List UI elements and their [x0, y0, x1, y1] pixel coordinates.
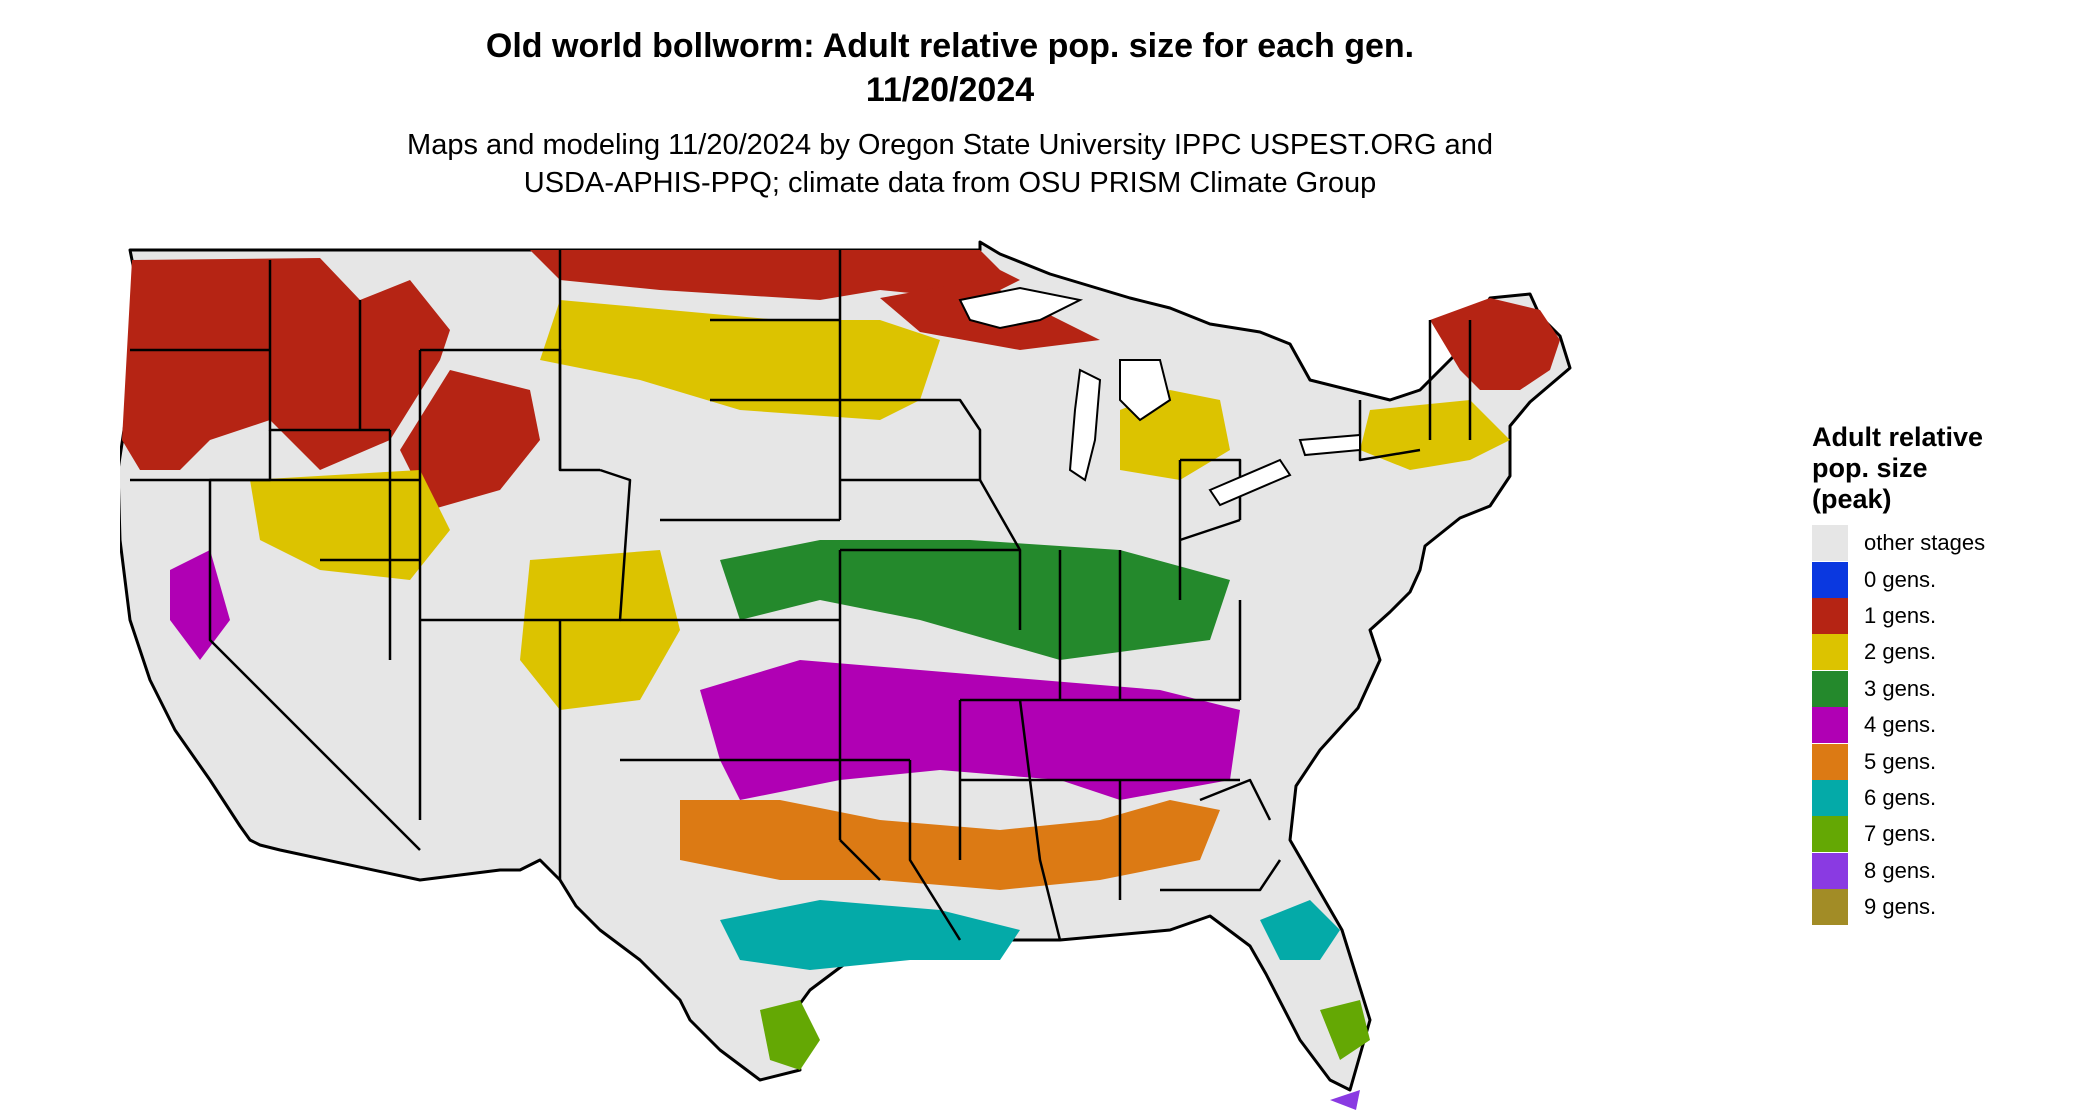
region-3-gen-central	[720, 540, 1230, 660]
legend-item-4-gens: 4 gens.	[1812, 707, 2092, 744]
region-1-gen-wyoming	[400, 370, 540, 510]
legend-item-5-gens: 5 gens.	[1812, 743, 2092, 780]
legend-swatch	[1812, 707, 1848, 744]
legend-item-1-gens: 1 gens.	[1812, 597, 2092, 634]
region-2-gen-great-basin	[250, 470, 450, 580]
region-7-gen-south-florida	[1320, 1000, 1370, 1060]
legend-swatch	[1812, 670, 1848, 707]
region-1-gen-northwest	[122, 258, 450, 470]
legend: Adult relative pop. size (peak) other st…	[1812, 422, 2092, 926]
legend-title-line-2: pop. size	[1812, 453, 1928, 483]
legend-swatch	[1812, 561, 1848, 598]
legend-item-7-gens: 7 gens.	[1812, 816, 2092, 853]
lake-ontario	[1298, 433, 1361, 457]
region-5-gen-south	[680, 800, 1220, 890]
region-6-gen-north-florida	[1260, 900, 1340, 960]
legend-title: Adult relative pop. size (peak)	[1812, 422, 2092, 515]
legend-swatch	[1812, 779, 1848, 816]
region-1-gen-northern-plains	[530, 250, 1020, 300]
map-date: 11/20/2024	[865, 71, 1035, 109]
lake-erie	[1208, 458, 1292, 507]
legend-item-other-stages: other stages	[1812, 525, 2092, 562]
legend-swatch	[1812, 525, 1848, 562]
region-7-gen-south-texas	[760, 1000, 820, 1070]
legend-title-line-1: Adult relative	[1812, 422, 1984, 452]
legend-title-line-3: (peak)	[1812, 484, 1892, 514]
us-generations-map	[120, 240, 1572, 1110]
map-title: Old world bollworm: Adult relative pop. …	[485, 27, 1415, 65]
legend-label: 6 gens.	[1864, 784, 1937, 810]
legend-item-2-gens: 2 gens.	[1812, 634, 2092, 671]
great-lakes	[958, 286, 1361, 507]
map-credit-line-2: USDA-APHIS-PPQ; climate data from OSU PR…	[523, 167, 1377, 199]
legend-label: 7 gens.	[1864, 821, 1937, 847]
lake-huron	[1119, 359, 1172, 422]
lake-michigan	[1068, 368, 1102, 482]
region-8-gen-florida-keys	[1330, 1090, 1360, 1110]
legend-item-8-gens: 8 gens.	[1812, 852, 2092, 889]
region-4-gen-california	[170, 550, 230, 660]
legend-label: 1 gens.	[1864, 602, 1937, 628]
legend-label: 2 gens.	[1864, 639, 1937, 665]
region-4-gen-southern	[700, 660, 1240, 800]
map-credit-line-1: Maps and modeling 11/20/2024 by Oregon S…	[407, 129, 1493, 161]
legend-swatch	[1812, 634, 1848, 671]
legend-item-9-gens: 9 gens.	[1812, 889, 2092, 926]
legend-swatch	[1812, 597, 1848, 634]
legend-item-0-gens: 0 gens.	[1812, 561, 2092, 598]
legend-label: 0 gens.	[1864, 566, 1937, 592]
legend-swatch	[1812, 743, 1848, 780]
region-1-gen-new-england	[1430, 298, 1560, 390]
legend-label: other stages	[1864, 530, 1986, 556]
legend-swatch	[1812, 816, 1848, 853]
legend-swatch	[1812, 852, 1848, 889]
legend-label: 8 gens.	[1864, 857, 1937, 883]
legend-label: 5 gens.	[1864, 748, 1937, 774]
legend-label: 4 gens.	[1864, 712, 1937, 738]
legend-item-6-gens: 6 gens.	[1812, 779, 2092, 816]
legend-item-3-gens: 3 gens.	[1812, 670, 2092, 707]
legend-label: 3 gens.	[1864, 675, 1937, 701]
legend-label: 9 gens.	[1864, 894, 1937, 920]
state-boundaries	[130, 250, 1472, 941]
legend-swatch	[1812, 889, 1848, 926]
lake-superior	[958, 286, 1084, 330]
